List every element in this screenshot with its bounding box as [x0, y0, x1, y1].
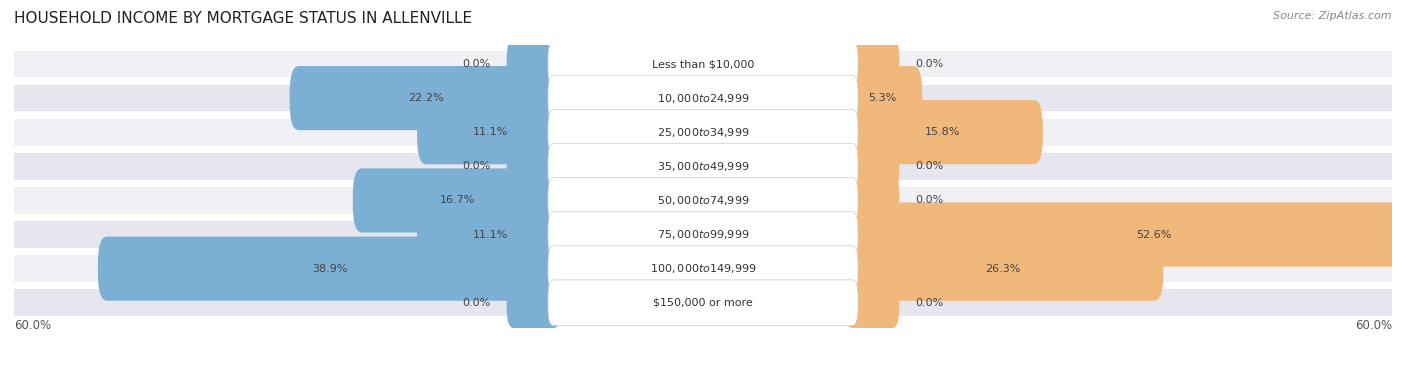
Text: Less than $10,000: Less than $10,000 [652, 59, 754, 69]
Text: 60.0%: 60.0% [14, 319, 51, 332]
Text: 0.0%: 0.0% [463, 161, 491, 171]
Text: 5.3%: 5.3% [869, 93, 897, 103]
Bar [0, 187, 1406, 214]
Text: HOUSEHOLD INCOME BY MORTGAGE STATUS IN ALLENVILLE: HOUSEHOLD INCOME BY MORTGAGE STATUS IN A… [14, 11, 472, 26]
FancyBboxPatch shape [548, 144, 858, 189]
Bar [0, 290, 1406, 316]
Text: 38.9%: 38.9% [312, 264, 349, 274]
Text: $150,000 or more: $150,000 or more [654, 298, 752, 308]
Bar [0, 255, 1406, 282]
Text: 11.1%: 11.1% [472, 230, 508, 239]
Text: $75,000 to $99,999: $75,000 to $99,999 [657, 228, 749, 241]
FancyBboxPatch shape [290, 66, 562, 130]
Text: 0.0%: 0.0% [915, 195, 943, 205]
Text: $25,000 to $34,999: $25,000 to $34,999 [657, 126, 749, 139]
Text: 16.7%: 16.7% [440, 195, 475, 205]
FancyBboxPatch shape [844, 202, 1406, 267]
Text: 15.8%: 15.8% [925, 127, 960, 137]
Text: 60.0%: 60.0% [1355, 319, 1392, 332]
Text: 26.3%: 26.3% [986, 264, 1021, 274]
FancyBboxPatch shape [548, 178, 858, 223]
Text: 11.1%: 11.1% [472, 127, 508, 137]
FancyBboxPatch shape [844, 237, 1163, 301]
FancyBboxPatch shape [506, 277, 561, 328]
Text: 22.2%: 22.2% [409, 93, 444, 103]
Text: 0.0%: 0.0% [915, 298, 943, 308]
FancyBboxPatch shape [506, 141, 561, 192]
FancyBboxPatch shape [548, 280, 858, 326]
Text: 0.0%: 0.0% [915, 59, 943, 69]
Text: 0.0%: 0.0% [915, 161, 943, 171]
FancyBboxPatch shape [845, 141, 900, 192]
Text: $10,000 to $24,999: $10,000 to $24,999 [657, 92, 749, 104]
Text: 0.0%: 0.0% [463, 298, 491, 308]
FancyBboxPatch shape [845, 39, 900, 89]
FancyBboxPatch shape [506, 39, 561, 89]
Text: 52.6%: 52.6% [1136, 230, 1173, 239]
FancyBboxPatch shape [418, 100, 562, 164]
Text: $50,000 to $74,999: $50,000 to $74,999 [657, 194, 749, 207]
Text: $35,000 to $49,999: $35,000 to $49,999 [657, 160, 749, 173]
Text: 0.0%: 0.0% [463, 59, 491, 69]
Bar [0, 153, 1406, 179]
Bar [0, 51, 1406, 77]
Bar [0, 85, 1406, 112]
FancyBboxPatch shape [548, 75, 858, 121]
FancyBboxPatch shape [845, 277, 900, 328]
FancyBboxPatch shape [418, 202, 562, 267]
FancyBboxPatch shape [845, 175, 900, 226]
FancyBboxPatch shape [548, 41, 858, 87]
FancyBboxPatch shape [844, 66, 922, 130]
FancyBboxPatch shape [548, 246, 858, 291]
Bar [0, 221, 1406, 248]
FancyBboxPatch shape [548, 109, 858, 155]
FancyBboxPatch shape [98, 237, 562, 301]
Bar [0, 119, 1406, 146]
FancyBboxPatch shape [844, 100, 1043, 164]
FancyBboxPatch shape [548, 212, 858, 257]
FancyBboxPatch shape [353, 169, 562, 233]
Text: Source: ZipAtlas.com: Source: ZipAtlas.com [1274, 11, 1392, 21]
Text: $100,000 to $149,999: $100,000 to $149,999 [650, 262, 756, 275]
